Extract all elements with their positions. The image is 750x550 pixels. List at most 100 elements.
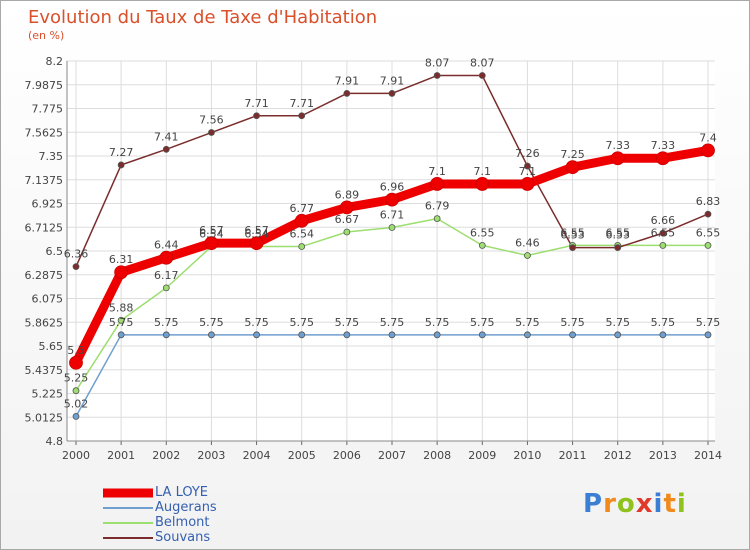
legend-item-belmont: Belmont — [101, 515, 217, 530]
x-tick-label: 2003 — [197, 449, 225, 462]
x-tick-label: 2000 — [62, 449, 90, 462]
legend-item-souvans: Souvans — [101, 530, 217, 545]
x-tick-label: 2011 — [559, 449, 587, 462]
y-tick-label: 7.5625 — [25, 126, 64, 139]
data-point-augerans — [208, 331, 215, 339]
data-point-augerans — [253, 331, 260, 339]
data-label-souvans: 7.71 — [289, 97, 314, 110]
data-label-belmont: 6.55 — [651, 226, 676, 239]
data-point-augerans — [388, 331, 396, 339]
x-tick-label: 2009 — [468, 449, 496, 462]
data-point-belmont — [659, 242, 667, 249]
data-point-augerans — [72, 413, 80, 420]
data-label-augerans: 5.75 — [154, 316, 179, 329]
data-point-belmont — [433, 215, 441, 222]
chart-title: Evolution du Taux de Taxe d'Habitation — [28, 7, 378, 28]
legend-swatch-souvans — [103, 537, 153, 539]
data-point-augerans — [343, 331, 351, 339]
data-label-souvans: 7.56 — [199, 114, 224, 127]
proxiti-logo: Proxiti — [583, 489, 687, 519]
data-label-la-loye: 6.44 — [154, 239, 179, 252]
legend-label-belmont: Belmont — [155, 515, 210, 530]
y-tick-label: 6.7125 — [25, 221, 64, 234]
data-point-la-loye — [701, 143, 715, 158]
x-tick-label: 2004 — [243, 449, 271, 462]
logo-letter: o — [616, 489, 636, 519]
data-point-souvans — [659, 229, 667, 237]
legend: LA LOYE Augerans Belmont Souvans — [101, 485, 217, 545]
data-point-souvans — [478, 72, 486, 79]
logo-letter: i — [676, 489, 687, 519]
legend-item-augerans: Augerans — [101, 500, 217, 515]
data-point-la-loye — [249, 236, 264, 251]
data-point-la-loye — [430, 177, 445, 191]
x-tick-label: 2014 — [694, 449, 722, 462]
y-tick-label: 6.5 — [46, 245, 64, 258]
data-label-belmont: 6.79 — [425, 200, 450, 213]
data-point-augerans — [117, 331, 125, 339]
y-tick-label: 8.2 — [46, 55, 64, 68]
data-point-la-loye — [69, 355, 83, 370]
legend-swatch-belmont — [103, 522, 153, 524]
data-label-augerans: 5.75 — [289, 316, 314, 329]
data-point-augerans — [298, 331, 306, 339]
data-label-la-loye: 7.25 — [560, 148, 585, 161]
x-tick-label: 2012 — [604, 449, 632, 462]
y-tick-label: 6.2875 — [25, 269, 64, 282]
data-label-la-loye: 7.1 — [474, 165, 492, 178]
data-label-augerans: 5.02 — [64, 397, 89, 410]
data-point-la-loye — [655, 151, 670, 166]
data-point-belmont — [117, 316, 125, 324]
data-point-augerans — [569, 331, 576, 339]
data-point-belmont — [478, 242, 486, 249]
data-point-souvans — [208, 129, 215, 136]
data-label-augerans: 5.75 — [605, 316, 630, 329]
data-point-souvans — [298, 112, 306, 120]
logo-letter: t — [663, 489, 677, 519]
data-point-belmont — [298, 243, 306, 250]
data-label-augerans: 5.75 — [560, 316, 585, 329]
y-tick-label: 5.65 — [39, 340, 64, 353]
logo-letter: x — [635, 489, 654, 519]
data-label-la-loye: 7.1 — [519, 165, 537, 178]
data-label-belmont: 6.67 — [335, 213, 360, 226]
data-point-souvans — [162, 145, 170, 153]
data-label-belmont: 5.88 — [109, 301, 134, 314]
data-point-belmont — [524, 252, 531, 259]
data-label-augerans: 5.75 — [515, 316, 540, 329]
data-label-souvans: 7.91 — [380, 74, 405, 87]
logo-letter: i — [653, 489, 664, 519]
data-label-la-loye: 7.4 — [699, 131, 717, 144]
data-label-belmont: 6.71 — [380, 209, 405, 222]
x-tick-label: 2010 — [513, 449, 541, 462]
data-point-augerans — [524, 331, 531, 339]
data-point-belmont — [162, 284, 170, 292]
data-label-souvans: 7.91 — [335, 74, 360, 87]
data-point-belmont — [343, 228, 351, 236]
y-tick-label: 4.8 — [46, 435, 64, 448]
data-label-la-loye: 7.33 — [605, 139, 630, 152]
data-label-augerans: 5.75 — [244, 316, 269, 329]
data-label-augerans: 5.75 — [696, 316, 721, 329]
legend-label-augerans: Augerans — [155, 500, 217, 515]
data-label-augerans: 5.75 — [109, 316, 134, 329]
data-point-souvans — [343, 90, 351, 97]
data-label-souvans: 7.71 — [244, 97, 269, 110]
y-tick-label: 5.225 — [32, 388, 64, 401]
x-tick-label: 2005 — [288, 449, 316, 462]
data-point-la-loye — [204, 236, 219, 251]
data-point-la-loye — [520, 177, 535, 191]
logo-letter: r — [603, 489, 617, 519]
data-point-augerans — [614, 331, 622, 339]
data-label-la-loye: 6.57 — [199, 224, 224, 237]
y-tick-label: 7.1375 — [25, 174, 64, 187]
data-label-belmont: 6.46 — [515, 236, 540, 249]
x-tick-label: 2001 — [107, 449, 135, 462]
data-label-belmont: 5.25 — [64, 372, 89, 385]
data-label-belmont: 6.17 — [154, 269, 179, 282]
y-tick-label: 7.775 — [32, 103, 64, 116]
data-point-la-loye — [385, 192, 399, 207]
data-point-augerans — [704, 331, 712, 339]
x-tick-label: 2013 — [649, 449, 677, 462]
data-label-souvans: 6.53 — [605, 229, 630, 242]
